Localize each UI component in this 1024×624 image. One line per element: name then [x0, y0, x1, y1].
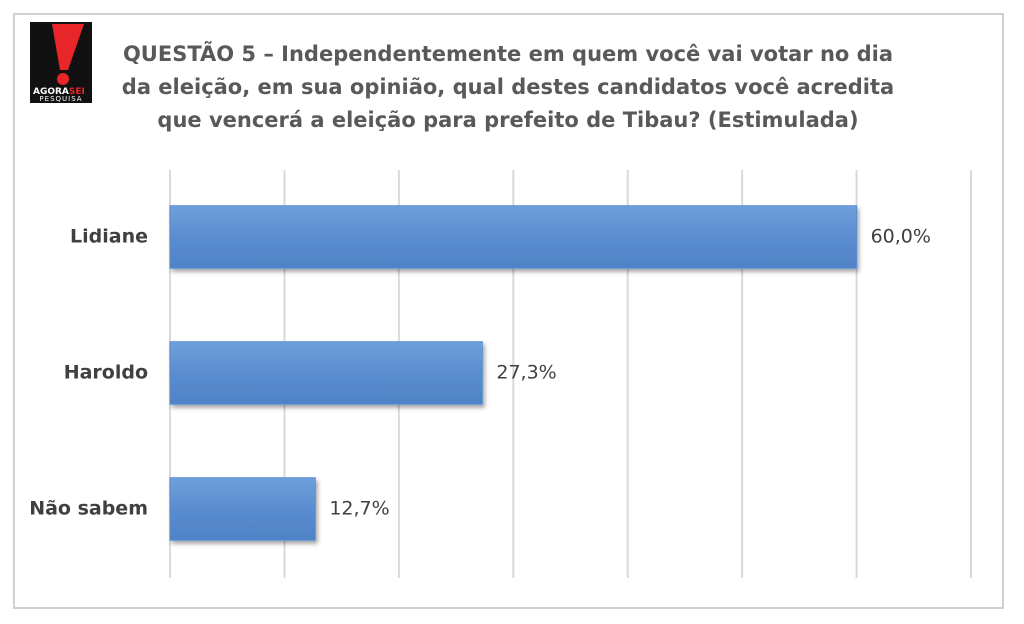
chart-title: QUESTÃO 5 – Independentemente em quem vo… — [123, 41, 893, 66]
y-tick-label: Lidiane — [70, 226, 148, 248]
logo: AGORASEI PESQUISA — [30, 22, 92, 103]
chart-frame — [13, 13, 1004, 609]
data-label: 27,3% — [496, 362, 556, 384]
data-label: 60,0% — [871, 226, 931, 248]
logo-tagline: PESQUISA — [39, 95, 82, 103]
bar — [169, 341, 483, 405]
y-tick-label: Haroldo — [64, 362, 148, 384]
chart-title: da eleição, em sua opinião, qual destes … — [122, 75, 894, 99]
logo-brand: AGORASEI — [33, 87, 85, 97]
y-tick-label: Não sabem — [29, 498, 148, 520]
logo-dot — [57, 73, 69, 85]
data-label: 12,7% — [329, 498, 389, 520]
bar — [169, 205, 858, 269]
bar — [169, 477, 316, 541]
chart-title: que vencerá a eleição para prefeito de T… — [157, 108, 858, 132]
logo-mark — [52, 24, 84, 70]
